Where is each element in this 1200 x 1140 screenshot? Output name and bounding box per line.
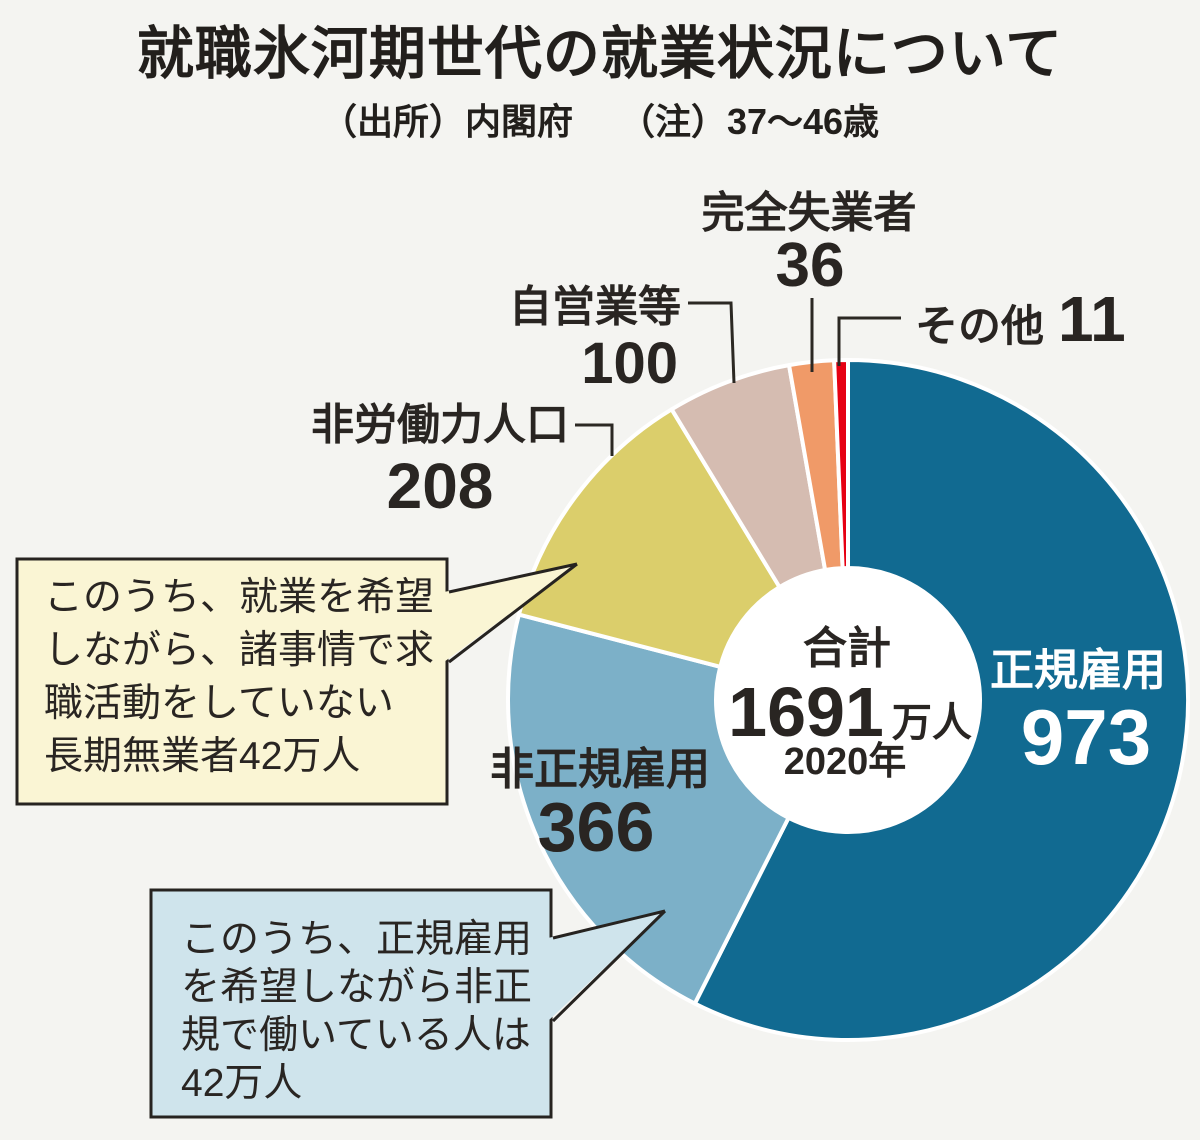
callout-line: このうち、就業を希望 (44, 576, 435, 619)
label-other: その他 (915, 303, 1044, 351)
callout-line: しながら、諸事情で求 (44, 629, 435, 672)
center-total-value: 1691 (728, 673, 884, 751)
value-nonregular: 366 (537, 788, 655, 866)
leader-line-other (837, 316, 901, 366)
value-unemployed: 36 (775, 231, 845, 300)
callout-line: 長期無業者42万人 (44, 735, 361, 778)
callout-line: 職活動をしていない (44, 682, 394, 725)
center-total-group: 1691 万人 (728, 677, 972, 747)
callout-line: このうち、正規雇用 (181, 918, 533, 961)
leader-line-self-employed (688, 301, 736, 384)
label-self-employed: 自営業等 (509, 283, 681, 332)
center-total-label: 合計 (803, 624, 891, 673)
donut-hole (715, 567, 981, 833)
callout-text-nonregular: このうち、正規雇用 を希望しながら非正 規で働いている人は 42万人 (181, 916, 532, 1108)
callout-line: 42万人 (181, 1062, 303, 1105)
value-self-employed: 100 (581, 331, 678, 396)
leader-line-nonlabor (575, 423, 614, 456)
page-title: 就職氷河期世代の就業状況について (136, 22, 1064, 86)
subtitle-note: （注）37～46歳 (618, 101, 880, 142)
subtitle-source: （出所）内閣府 (320, 101, 573, 142)
value-regular: 973 (1020, 693, 1152, 781)
center-total-unit: 万人 (891, 701, 972, 745)
value-other: 11 (1058, 283, 1126, 355)
callout-line: を希望しながら非正 (181, 966, 533, 1009)
value-nonlabor: 208 (386, 450, 494, 522)
callout-box-nonregular (149, 888, 553, 1119)
label-nonregular: 非正規雇用 (490, 745, 710, 794)
label-nonlabor: 非労働力人口 (311, 401, 569, 450)
callout-box-nonlabor (15, 557, 449, 806)
label-unemployed: 完全失業者 (701, 189, 917, 238)
callout-line: 規で働いている人は (181, 1014, 531, 1057)
center-year: 2020年 (783, 741, 907, 783)
label-other-group: その他 11 (915, 287, 1126, 351)
label-regular: 正規雇用 (990, 646, 1166, 695)
callout-tail-outline-nonlabor (448, 562, 578, 664)
subtitle: （出所）内閣府 （注）37～46歳 (0, 93, 1200, 145)
callout-tail-outline-nonregular (551, 909, 667, 1023)
callout-text-nonlabor: このうち、就業を希望 しながら、諸事情で求 職活動をしていない 長期無業者42万… (44, 571, 434, 783)
